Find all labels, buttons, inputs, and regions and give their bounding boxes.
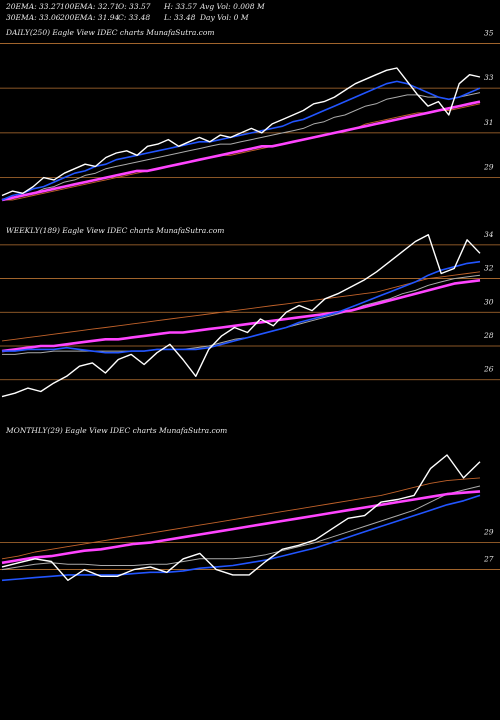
y-tick-label-0-1: 31	[484, 118, 494, 127]
series-ema_slow-2	[1, 490, 481, 565]
header-avg-vol: Avg Vol: 0.008 M	[200, 2, 265, 11]
y-tick-label-0-0: 29	[483, 163, 494, 172]
header-high: H: 33.57	[164, 2, 197, 11]
y-tick-label-1-0: 26	[483, 365, 494, 374]
header-ema100: 100EMA: 32.71	[60, 2, 120, 11]
y-tick-label-2-1: 29	[483, 528, 494, 537]
series-ema_orange-0	[2, 103, 481, 201]
y-tick-label-0-2: 33	[484, 73, 494, 82]
series-ema_fast-2	[1, 494, 481, 582]
y-tick-label-1-2: 30	[484, 297, 494, 306]
series-ema_mid-0	[1, 92, 481, 201]
series-ema_slow-1	[1, 279, 481, 353]
header-ema30: 30EMA: 33.06	[6, 13, 61, 22]
chart-title-0: DAILY(250) Eagle View IDEC charts Munafa…	[5, 28, 215, 37]
header-ema200: 200EMA: 31.94	[60, 13, 120, 22]
series-ema_orange-1	[1, 271, 481, 342]
y-tick-label-1-3: 32	[484, 264, 494, 273]
series-price-2	[1, 454, 481, 581]
y-tick-label-0-3: 35	[484, 28, 494, 37]
series-ema_slow-0	[1, 100, 481, 202]
y-tick-label-2-0: 27	[483, 555, 494, 564]
header-ema20: 20EMA: 33.27	[6, 2, 61, 11]
series-price-1	[1, 233, 481, 398]
header-day-vol: Day Vol: 0 M	[200, 13, 249, 22]
header-close: C: 33.48	[118, 13, 151, 22]
header-open: O: 33.57	[118, 2, 151, 11]
series-ema_mid-2	[1, 485, 481, 571]
chart-title-1: WEEKLY(189) Eagle View IDEC charts Munaf…	[6, 226, 224, 235]
series-ema_orange-2	[1, 477, 481, 560]
series-price-0	[1, 67, 481, 197]
chart-title-2: MONTHLY(29) Eagle View IDEC charts Munaf…	[5, 426, 227, 435]
series-ema_fast-1	[2, 260, 481, 354]
series-ema_fast-0	[1, 80, 481, 201]
y-tick-label-1-1: 28	[483, 331, 494, 340]
y-tick-label-1-4: 34	[484, 230, 494, 239]
header-low: L: 33.48	[164, 13, 196, 22]
